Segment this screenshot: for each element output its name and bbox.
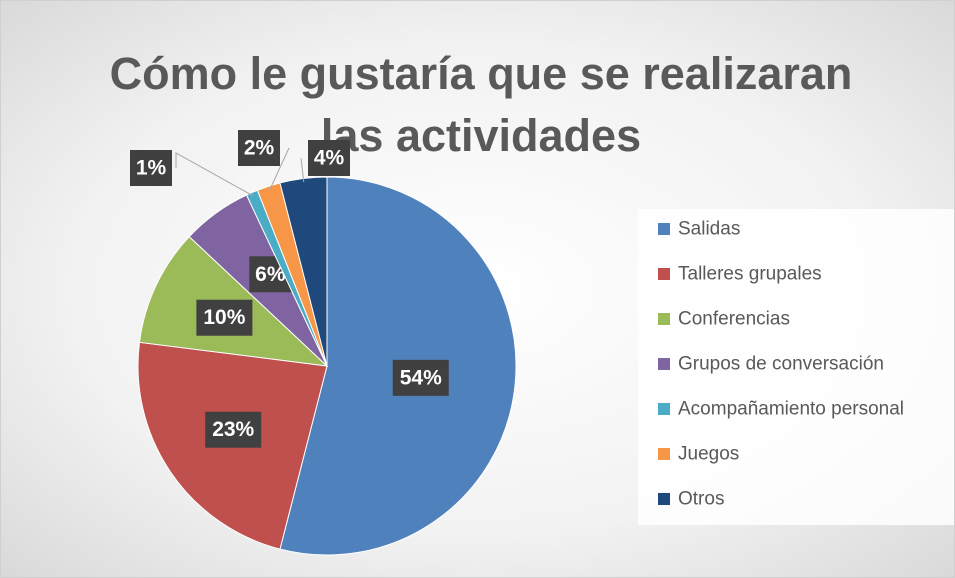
data-label: 2% — [244, 137, 275, 160]
legend-label: Conferencias — [678, 309, 790, 330]
legend-label: Otros — [678, 489, 724, 510]
legend-label: Talleres grupales — [678, 264, 822, 285]
data-label-box — [130, 150, 172, 186]
legend-label: Juegos — [678, 444, 739, 465]
legend-swatch — [658, 313, 670, 325]
chart-title: Cómo le gustaría que se realizaran las a… — [109, 48, 853, 161]
leader-line — [269, 147, 290, 191]
legend-box — [638, 209, 954, 525]
data-label: 4% — [314, 147, 345, 170]
data-label-box — [196, 299, 253, 336]
data-label: 1% — [136, 157, 167, 180]
legend-swatch — [658, 358, 670, 370]
data-label: 6% — [255, 263, 286, 286]
legend-label: Acompañamiento personal — [678, 399, 904, 420]
data-label-box — [205, 411, 262, 448]
legend-swatch — [658, 403, 670, 415]
legend-swatch — [658, 493, 670, 505]
leader-line — [175, 152, 254, 197]
data-label: 10% — [203, 306, 245, 329]
legend-swatch — [658, 448, 670, 460]
legend-swatch — [658, 223, 670, 235]
data-label: 23% — [212, 418, 254, 441]
leader-line — [300, 157, 305, 183]
data-label-box — [238, 130, 280, 166]
data-label-box — [392, 359, 449, 396]
legend-label: Salidas — [678, 219, 740, 240]
legend-label: Grupos de conversación — [678, 354, 884, 375]
data-label: 54% — [400, 366, 442, 389]
legend-swatch — [658, 268, 670, 280]
data-label-box — [308, 140, 350, 176]
